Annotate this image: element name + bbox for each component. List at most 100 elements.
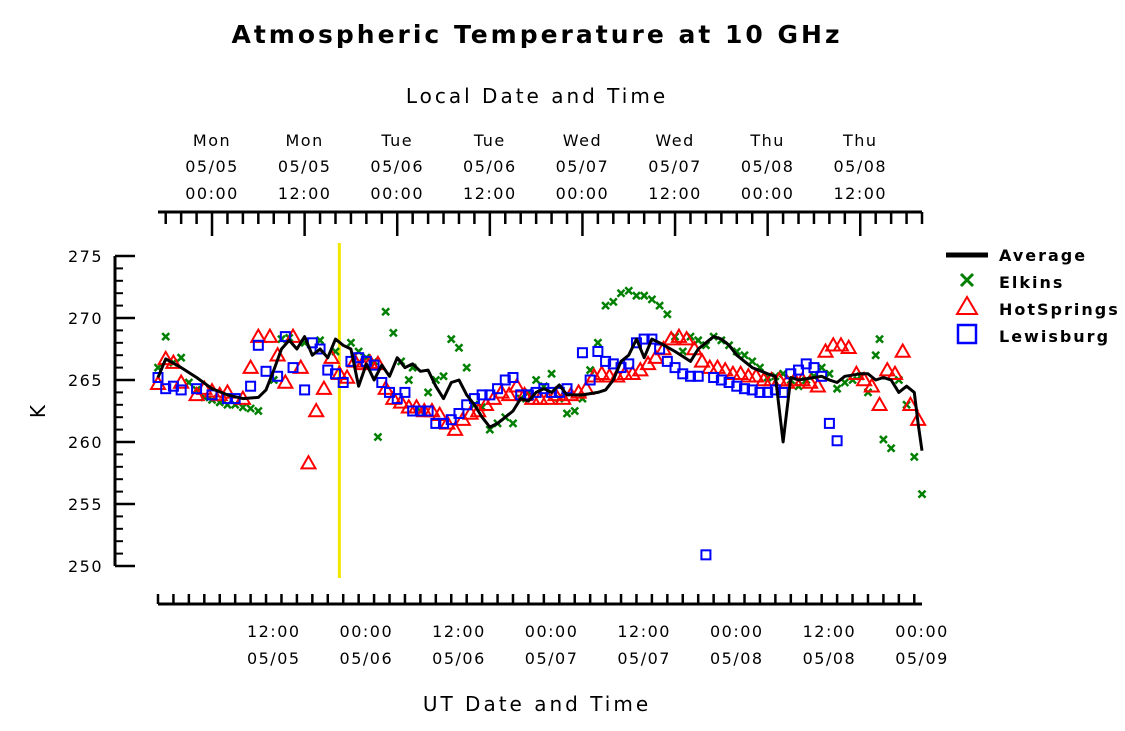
hotsprings-point	[801, 373, 819, 389]
hotsprings-point	[446, 420, 464, 436]
lewisburg-point	[600, 355, 612, 367]
elkins-point	[655, 301, 664, 310]
lewisburg-point	[684, 370, 696, 382]
bottom-tick-date: 05/08	[710, 649, 764, 668]
lewisburg-point	[731, 380, 743, 392]
y-tick-label: 265	[68, 371, 103, 390]
elkins-point	[161, 332, 171, 341]
elkins-point	[693, 335, 703, 345]
lewisburg-point	[646, 333, 658, 345]
bottom-tick-time: 12:00	[617, 622, 671, 641]
lewisburg-point	[376, 376, 388, 388]
hotsprings-point	[878, 361, 896, 377]
lewisburg-point	[715, 374, 727, 386]
elkins-point	[176, 353, 186, 363]
lewisburg-point	[245, 380, 257, 392]
hotsprings-point	[218, 383, 237, 399]
legend-label-hotsprings: HotSprings	[999, 300, 1120, 319]
lewisburg-point	[252, 339, 264, 351]
bottom-tick-date: 05/07	[525, 649, 579, 668]
hotsprings-point	[623, 364, 642, 381]
elkins-point	[381, 307, 391, 317]
bottom-tick-time: 00:00	[525, 622, 579, 641]
top-tick-day: Thu	[749, 131, 785, 150]
bottom-tick-time: 12:00	[803, 622, 857, 641]
hotsprings-point	[593, 364, 611, 381]
series-lewisburg	[152, 331, 843, 561]
hotsprings-point	[307, 401, 325, 418]
legend-label-elkins: Elkins	[999, 273, 1064, 292]
elkins-point	[593, 338, 603, 348]
top-axis-title: Local Date and Time	[406, 84, 668, 108]
lewisburg-point	[206, 389, 218, 401]
hotsprings-point	[392, 393, 410, 409]
lewisburg-point	[708, 372, 720, 384]
lewisburg-point	[507, 372, 519, 384]
bottom-tick-date: 05/07	[617, 649, 671, 668]
elkins-point	[740, 350, 749, 360]
hotsprings-point	[863, 377, 881, 393]
lewisburg-point	[592, 345, 604, 357]
y-tick-label: 275	[68, 247, 103, 266]
top-tick-time: 12:00	[278, 184, 332, 203]
elkins-point	[346, 338, 356, 348]
x-axis-title: UT Date and Time	[423, 692, 651, 716]
bottom-tick-date: 05/08	[803, 649, 857, 668]
elkins-point	[246, 404, 255, 413]
hotsprings-point	[647, 348, 665, 364]
elkins-point	[647, 295, 657, 304]
lewisburg-point	[546, 386, 558, 398]
hotsprings-point	[893, 342, 912, 358]
legend-swatch-lewisburg	[956, 323, 978, 345]
lewisburg-point	[661, 355, 673, 367]
top-tick-day: Tue	[473, 131, 506, 150]
series-average	[156, 335, 924, 451]
elkins-point	[840, 378, 850, 387]
hotsprings-point	[693, 352, 711, 368]
lewisburg-point	[492, 383, 504, 395]
hotsprings-point	[249, 327, 268, 343]
lewisburg-point	[329, 368, 341, 380]
top-tick-day: Tue	[380, 131, 413, 150]
elkins-point	[423, 388, 433, 397]
elkins-point	[662, 309, 672, 319]
elkins-point	[439, 371, 448, 381]
hotsprings-point	[299, 454, 318, 470]
hotsprings-point	[315, 379, 333, 395]
bottom-tick-date: 05/06	[340, 649, 394, 668]
hotsprings-point	[500, 385, 518, 402]
lewisburg-point	[384, 386, 396, 398]
y-tick-label: 270	[68, 309, 103, 328]
lewisburg-point	[337, 376, 349, 388]
elkins-point	[747, 357, 757, 366]
lewisburg-point	[414, 405, 426, 417]
top-tick-date: 05/08	[833, 157, 887, 176]
hotsprings-point	[886, 364, 904, 381]
lewisburg-point	[484, 389, 496, 401]
lewisburg-point	[461, 399, 473, 411]
top-tick-time: 00:00	[370, 184, 424, 203]
top-tick-time: 12:00	[833, 184, 887, 203]
bottom-tick-date: 05/05	[247, 649, 301, 668]
lewisburg-point	[700, 549, 712, 561]
bottom-tick-time: 00:00	[710, 622, 764, 641]
chart-title: Atmospheric Temperature at 10 GHz	[231, 20, 842, 49]
lewisburg-point	[160, 383, 172, 395]
lewisburg-point	[669, 362, 681, 374]
elkins-point	[238, 402, 248, 412]
bottom-tick-time: 12:00	[247, 622, 301, 641]
elkins-point	[917, 489, 927, 499]
top-tick-time: 12:00	[648, 184, 702, 203]
elkins-point	[832, 384, 842, 394]
lewisburg-point	[823, 417, 835, 429]
legend: Average Elkins HotSprings Lewisburg	[946, 246, 1120, 346]
top-tick-date: 05/06	[463, 157, 517, 176]
lewisburg-point	[445, 414, 457, 426]
lewisburg-point	[793, 364, 805, 376]
hotsprings-point	[901, 395, 920, 412]
y-axis-title: K	[26, 402, 50, 418]
elkins-point	[879, 435, 888, 444]
elkins-point	[562, 409, 572, 418]
elkins-point	[632, 291, 641, 301]
